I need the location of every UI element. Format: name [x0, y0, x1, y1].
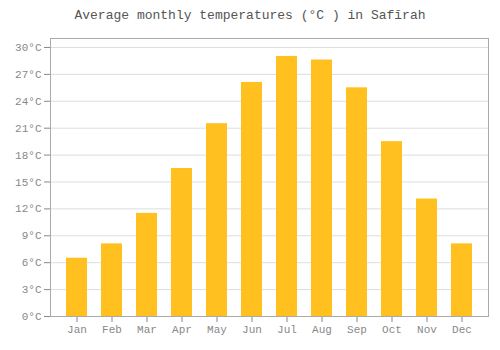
html-text:Average monthly temperatures (: Average monthly temperatures (°C ) in Sa…: [74, 8, 426, 23]
svg-text:Feb: Feb: [102, 324, 122, 336]
svg-text:3°C: 3°C: [22, 284, 42, 296]
svg-text:Oct: Oct: [382, 324, 402, 336]
svg-text:Sep: Sep: [347, 324, 367, 336]
svg-text:24°C: 24°C: [15, 96, 42, 108]
svg-text:Jun: Jun: [242, 324, 262, 336]
svg-text:6°C: 6°C: [22, 257, 42, 269]
svg-text:0°C: 0°C: [22, 311, 42, 323]
svg-text:21°C: 21°C: [15, 123, 42, 135]
svg-text:15°C: 15°C: [15, 177, 42, 189]
svg-text:Jan: Jan: [67, 324, 87, 336]
svg-text:12°C: 12°C: [15, 203, 42, 215]
svg-text:30°C: 30°C: [15, 42, 42, 54]
svg-text:Apr: Apr: [172, 324, 192, 336]
svg-text:27°C: 27°C: [15, 69, 42, 81]
svg-text:9°C: 9°C: [22, 230, 42, 242]
svg-text:Mar: Mar: [137, 324, 157, 336]
svg-text:Jul: Jul: [277, 324, 297, 336]
svg-text:Dec: Dec: [452, 324, 472, 336]
svg-text:Nov: Nov: [417, 324, 437, 336]
svg-text:May: May: [207, 324, 227, 336]
svg-text:18°C: 18°C: [15, 150, 42, 162]
svg-text:Aug: Aug: [312, 324, 332, 336]
